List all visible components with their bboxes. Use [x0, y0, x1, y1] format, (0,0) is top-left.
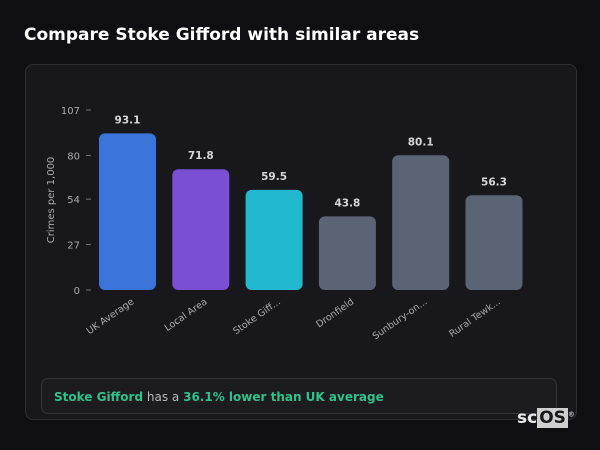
- x-tick-label: Local Area: [163, 296, 210, 333]
- page-title: Compare Stoke Gifford with similar areas: [24, 25, 420, 45]
- y-tick-label: 54: [67, 195, 80, 206]
- summary-box: Stoke Gifford has a 36.1% lower than UK …: [41, 378, 557, 414]
- summary-comparison: 36.1% lower than UK average: [183, 390, 384, 404]
- x-tick-label: Dronfield: [314, 296, 356, 330]
- bar[interactable]: [392, 155, 450, 290]
- data-label: 80.1: [408, 136, 434, 148]
- bar[interactable]: [318, 216, 376, 290]
- data-label: 43.8: [334, 197, 360, 209]
- bar[interactable]: [172, 169, 230, 290]
- data-label: 93.1: [115, 114, 141, 126]
- bar[interactable]: [245, 189, 303, 290]
- data-label: 59.5: [261, 171, 287, 183]
- bar[interactable]: [99, 133, 156, 290]
- summary-area: Stoke Gifford: [54, 390, 144, 404]
- x-tick-label: Rural Tewk...: [447, 296, 502, 339]
- bar[interactable]: [465, 195, 523, 290]
- y-tick-label: 0: [74, 286, 80, 297]
- y-tick-label: 107: [61, 106, 80, 117]
- x-tick-label: Stoke Giff...: [231, 296, 283, 337]
- x-tick-label: UK Average: [85, 296, 137, 337]
- data-label: 71.8: [188, 150, 214, 162]
- summary-connector: has a: [146, 390, 180, 404]
- y-axis-label: Crimes per 1,000: [46, 157, 57, 244]
- data-label: 56.3: [481, 176, 507, 188]
- y-tick-label: 80: [67, 151, 80, 162]
- logo: sc OS ®: [517, 408, 575, 428]
- x-tick-label: Sunbury-on...: [371, 296, 430, 342]
- y-tick-label: 27: [67, 241, 80, 252]
